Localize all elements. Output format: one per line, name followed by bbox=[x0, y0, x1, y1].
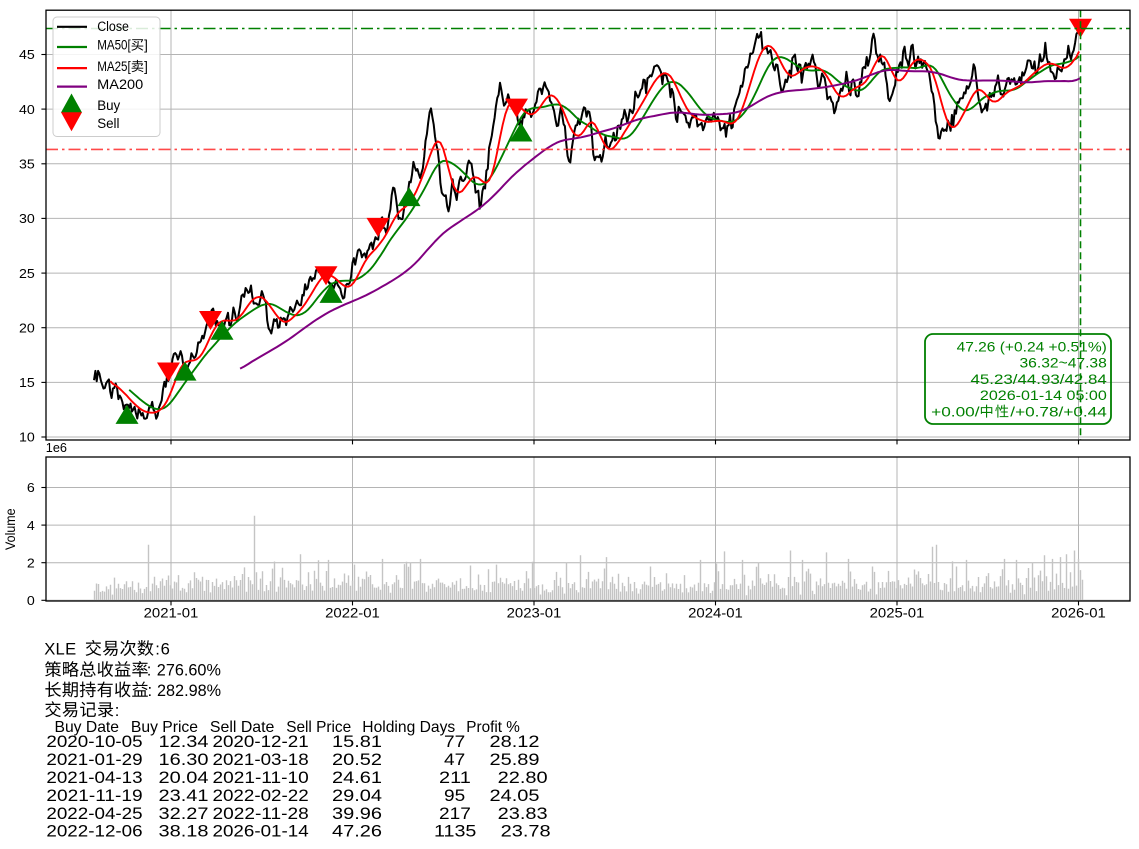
svg-text:1e6: 1e6 bbox=[46, 440, 67, 455]
svg-text:211: 211 bbox=[439, 768, 471, 787]
svg-text:2023-01: 2023-01 bbox=[507, 606, 562, 621]
svg-text:2026-01: 2026-01 bbox=[1051, 606, 1106, 621]
svg-text:24.61: 24.61 bbox=[332, 768, 382, 787]
svg-text:2022-04-25: 2022-04-25 bbox=[46, 804, 142, 823]
svg-text:12.34: 12.34 bbox=[159, 732, 209, 751]
svg-text:Sell: Sell bbox=[97, 116, 119, 131]
svg-text:15: 15 bbox=[19, 375, 35, 390]
svg-text:2022-12-06: 2022-12-06 bbox=[46, 822, 142, 841]
svg-text:Sell Price: Sell Price bbox=[286, 719, 351, 736]
svg-text:2022-11-28: 2022-11-28 bbox=[213, 804, 309, 823]
svg-text:XLE: XLE bbox=[44, 640, 76, 659]
svg-text:Buy: Buy bbox=[97, 98, 120, 113]
svg-text:2025-01: 2025-01 bbox=[870, 606, 925, 621]
svg-text:32.27: 32.27 bbox=[159, 804, 209, 823]
svg-text:2026-01-14: 2026-01-14 bbox=[213, 822, 309, 841]
svg-text:1135: 1135 bbox=[434, 822, 476, 841]
svg-text:Volume: Volume bbox=[3, 508, 18, 550]
svg-text::: : bbox=[147, 661, 152, 680]
svg-text:276.60%: 276.60% bbox=[157, 661, 221, 680]
svg-text:47.26: 47.26 bbox=[332, 822, 382, 841]
svg-text:23.41: 23.41 bbox=[159, 786, 209, 805]
svg-text:36.32~47.38: 36.32~47.38 bbox=[1020, 356, 1107, 372]
svg-text:29.04: 29.04 bbox=[332, 786, 382, 805]
svg-text:28.12: 28.12 bbox=[490, 732, 540, 751]
svg-text:282.98%: 282.98% bbox=[157, 681, 221, 700]
svg-text:2020-12-21: 2020-12-21 bbox=[213, 732, 309, 751]
svg-text:]: ] bbox=[144, 59, 148, 74]
svg-text:6: 6 bbox=[161, 640, 170, 659]
svg-text:4: 4 bbox=[27, 518, 35, 533]
svg-text:47: 47 bbox=[444, 750, 465, 769]
svg-text:2020-10-05: 2020-10-05 bbox=[46, 732, 142, 751]
svg-text::: : bbox=[148, 681, 153, 700]
svg-text:25.89: 25.89 bbox=[490, 750, 540, 769]
svg-text:+0.00/: +0.00/ bbox=[931, 405, 979, 421]
svg-text:25: 25 bbox=[19, 266, 35, 281]
svg-text:/+0.78/+0.44: /+0.78/+0.44 bbox=[1010, 405, 1107, 421]
svg-text:2021-01-29: 2021-01-29 bbox=[46, 750, 142, 769]
svg-text::: : bbox=[155, 640, 160, 659]
svg-text:2: 2 bbox=[27, 555, 35, 570]
svg-text:20: 20 bbox=[19, 320, 35, 335]
svg-text:39.96: 39.96 bbox=[332, 804, 382, 823]
svg-text:2022-01: 2022-01 bbox=[325, 606, 380, 621]
svg-text:20.04: 20.04 bbox=[159, 768, 209, 787]
svg-text:15.81: 15.81 bbox=[332, 732, 382, 751]
svg-text:6: 6 bbox=[27, 480, 35, 495]
svg-text:2021-11-10: 2021-11-10 bbox=[213, 768, 309, 787]
svg-text:2026-01-14 05:00: 2026-01-14 05:00 bbox=[980, 388, 1107, 404]
svg-text:]: ] bbox=[144, 38, 148, 53]
svg-text:Close: Close bbox=[97, 19, 129, 34]
svg-text:MA50[: MA50[ bbox=[97, 38, 131, 53]
svg-text:16.30: 16.30 bbox=[159, 750, 209, 769]
svg-text:2021-03-18: 2021-03-18 bbox=[213, 750, 309, 769]
svg-text:45: 45 bbox=[19, 47, 35, 62]
svg-text:0: 0 bbox=[27, 593, 35, 608]
svg-text:22.80: 22.80 bbox=[498, 768, 548, 787]
svg-text:45.23/44.93/42.84: 45.23/44.93/42.84 bbox=[971, 372, 1107, 388]
svg-text:2024-01: 2024-01 bbox=[688, 606, 743, 621]
svg-text:Buy Price: Buy Price bbox=[131, 719, 198, 736]
svg-text:30: 30 bbox=[19, 211, 35, 226]
svg-text:Holding Days: Holding Days bbox=[362, 719, 455, 736]
svg-text:MA25[: MA25[ bbox=[97, 59, 131, 74]
svg-text:95: 95 bbox=[444, 786, 465, 805]
svg-text:77: 77 bbox=[444, 732, 465, 751]
svg-text:Sell Date: Sell Date bbox=[210, 719, 275, 736]
svg-text:Profit %: Profit % bbox=[466, 719, 520, 736]
svg-text:35: 35 bbox=[19, 156, 35, 171]
svg-text:2021-11-19: 2021-11-19 bbox=[46, 786, 142, 805]
svg-text:47.26 (+0.24 +0.51%): 47.26 (+0.24 +0.51%) bbox=[957, 339, 1107, 355]
svg-text:2022-02-22: 2022-02-22 bbox=[213, 786, 309, 805]
svg-text:24.05: 24.05 bbox=[490, 786, 540, 805]
svg-text:38.18: 38.18 bbox=[159, 822, 209, 841]
svg-text::: : bbox=[115, 701, 120, 720]
svg-text:23.78: 23.78 bbox=[501, 822, 551, 841]
svg-text:10: 10 bbox=[19, 430, 35, 445]
svg-text:20.52: 20.52 bbox=[332, 750, 382, 769]
svg-text:2021-04-13: 2021-04-13 bbox=[46, 768, 142, 787]
svg-text:217: 217 bbox=[439, 804, 471, 823]
svg-text:40: 40 bbox=[19, 102, 35, 117]
svg-text:MA200: MA200 bbox=[97, 77, 143, 92]
svg-text:2021-01: 2021-01 bbox=[144, 606, 199, 621]
svg-text:23.83: 23.83 bbox=[498, 804, 548, 823]
svg-text:Buy Date: Buy Date bbox=[55, 719, 120, 736]
